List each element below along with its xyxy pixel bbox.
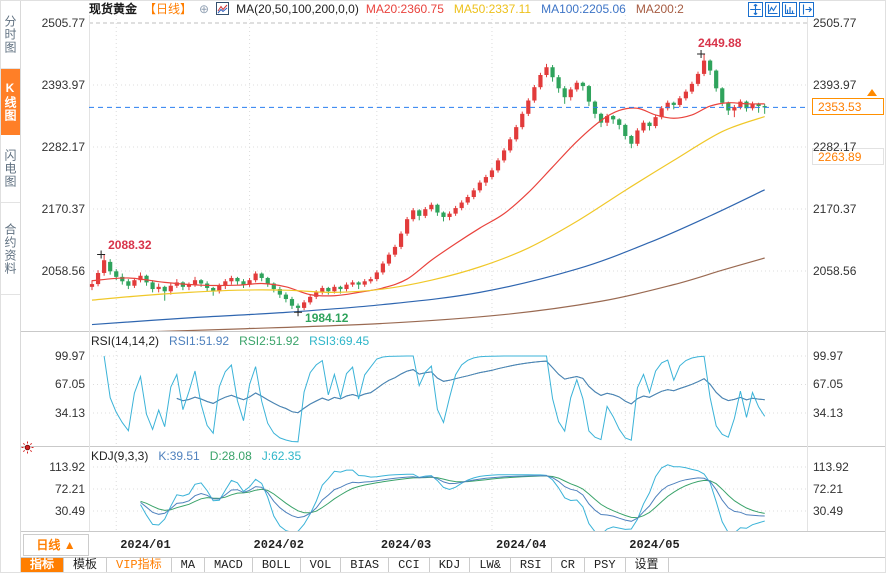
time-axis-label-2: 2024/03 — [380, 538, 432, 552]
main-axis-right-3: 2170.37 — [813, 201, 857, 216]
ma-value-1: MA50:2337.11 — [453, 1, 532, 16]
kdj-values: K:39.51 D:28.08 J:62.35 — [158, 449, 301, 463]
time-axis-row — [21, 533, 885, 558]
auto-scale-y-axis-icon[interactable] — [765, 2, 780, 17]
rsi-title: RSI(14,14,2) — [91, 334, 160, 348]
main-axis-right-4: 2058.56 — [813, 264, 857, 278]
kdj-axis-left-2: 30.49 — [54, 503, 85, 518]
rsi-axis-right-2: 34.13 — [813, 405, 844, 420]
rsi-values: RSI1:51.92 RSI2:51.92 RSI3:69.45 — [169, 334, 369, 348]
kdj-value-0: K:39.51 — [158, 449, 200, 463]
indicator-tab-12[interactable]: CR — [552, 558, 585, 572]
indicator-tab-11[interactable]: RSI — [511, 558, 552, 572]
kdj-axis-left-0: 113.92 — [49, 460, 85, 474]
chart-header: 现货黄金 【日线】 ⊕ MA(20,50,100,200,0,0) MA20:2… — [89, 1, 684, 17]
main-axis-right-1: 2393.97 — [813, 77, 857, 92]
time-axis-label-0: 2024/01 — [120, 538, 171, 552]
indicator-tab-10[interactable]: LW& — [470, 558, 511, 572]
indicator-tab-1[interactable]: 模板 — [64, 558, 108, 572]
kdj-title: KDJ(9,3,3) — [91, 449, 149, 463]
sidebar-item-3[interactable]: 合约资料 — [1, 203, 20, 295]
current-price-badge: 2353.53 — [812, 98, 884, 116]
rsi-value-1: RSI2:51.92 — [239, 334, 300, 348]
instrument-title: 现货黄金 — [89, 2, 138, 16]
main-axis-left-2: 2282.17 — [41, 139, 85, 154]
indicator-tab-9[interactable]: KDJ — [430, 558, 471, 572]
rsi-axis-left-1: 67.05 — [54, 377, 85, 392]
kdj-axis-right-1: 72.21 — [813, 481, 844, 496]
kdj-axis-right-2: 30.49 — [813, 503, 844, 518]
rsi-axis-right-1: 67.05 — [813, 377, 844, 392]
indicator-tab-5[interactable]: BOLL — [253, 558, 301, 572]
kdj-pane-header: KDJ(9,3,3) K:39.51 D:28.08 J:62.35 — [91, 449, 301, 463]
rsi-axis-left-0: 99.97 — [54, 349, 85, 363]
rsi-axis-left-2: 34.13 — [54, 405, 85, 420]
kdj-axis-left-1: 72.21 — [54, 481, 85, 496]
time-axis-label-1: 2024/02 — [253, 538, 304, 552]
swing-low-price-label: 1984.12 — [305, 311, 349, 326]
main-axis-left-0: 2505.77 — [41, 16, 85, 30]
peak-price-label: 2449.88 — [698, 35, 742, 50]
ma-values: MA20:2360.75 MA50:2337.11 MA100:2205.06 MA2… — [366, 2, 684, 16]
indicator-tab-2[interactable]: VIP指标 — [107, 558, 172, 572]
rsi-axis-right-0: 99.97 — [813, 349, 844, 363]
main-axis-left-1: 2393.97 — [41, 77, 85, 92]
sidebar-item-0[interactable]: 分时图 — [1, 1, 20, 69]
indicator-tab-4[interactable]: MACD — [205, 558, 253, 572]
ma-value-2: MA100:2205.06 — [541, 1, 626, 16]
ma-value-0: MA20:2360.75 — [365, 1, 444, 16]
time-axis-label-4: 2024/05 — [629, 538, 680, 552]
indicator-chart-icon[interactable] — [216, 2, 230, 15]
kdj-value-2: J:62.35 — [261, 449, 302, 463]
main-axis-right-0: 2505.77 — [813, 16, 857, 30]
indicator-tab-14[interactable]: 设置 — [626, 558, 669, 572]
auto-scale-x-axis-icon[interactable] — [782, 2, 797, 17]
main-axis-left-4: 2058.56 — [41, 264, 85, 278]
pan-to-latest-icon[interactable] — [799, 2, 814, 17]
kdj-axis-right-0: 113.92 — [813, 460, 849, 474]
left-tab-bar: 分时图 K线图 闪电图 合约资料 — [1, 1, 21, 572]
kdj-value-1: D:28.08 — [209, 449, 252, 463]
chart-toolbar — [748, 2, 814, 17]
indicator-tab-13[interactable]: PSY — [585, 558, 626, 572]
latest-price-arrow-icon[interactable] — [867, 89, 877, 97]
indicator-tab-7[interactable]: BIAS — [341, 558, 390, 572]
period-selector[interactable]: 日线 ▲ — [23, 534, 89, 556]
ma-value-3: MA200:2 — [635, 1, 684, 16]
sidebar-item-2[interactable]: 闪电图 — [1, 135, 20, 203]
sidebar-item-1[interactable]: K线图 — [1, 69, 20, 135]
indicator-settings-icon[interactable] — [21, 441, 34, 454]
rsi-value-0: RSI1:51.92 — [169, 334, 230, 348]
period-label: 【日线】 — [144, 2, 193, 16]
indicator-tab-6[interactable]: VOL — [301, 558, 342, 572]
secondary-price-badge: 2263.89 — [812, 148, 884, 166]
rsi-pane-header: RSI(14,14,2) RSI1:51.92 RSI2:51.92 RSI3:69… — [91, 334, 369, 348]
indicator-tab-0[interactable]: 指标 — [21, 558, 65, 572]
indicator-tab-3[interactable]: MA — [172, 558, 206, 572]
crosshair-pan-icon[interactable] — [748, 2, 763, 17]
main-axis-right-2: 2282.17 — [813, 139, 857, 154]
add-compare-icon[interactable]: ⊕ — [199, 1, 210, 16]
time-axis-label-3: 2024/04 — [495, 538, 547, 552]
swing-high-price-label: 2088.32 — [108, 237, 152, 252]
main-axis-left-3: 2170.37 — [41, 201, 85, 216]
ma-settings-label: MA(20,50,100,200,0,0) — [236, 1, 359, 16]
indicator-tab-bar: 指标 模板 VIP指标 MA MACD BOLL VOL BIAS CCI KDJ LW& RSI CR… — [21, 558, 885, 572]
indicator-tab-8[interactable]: CCI — [389, 558, 430, 572]
rsi-value-2: RSI3:69.45 — [309, 334, 370, 348]
